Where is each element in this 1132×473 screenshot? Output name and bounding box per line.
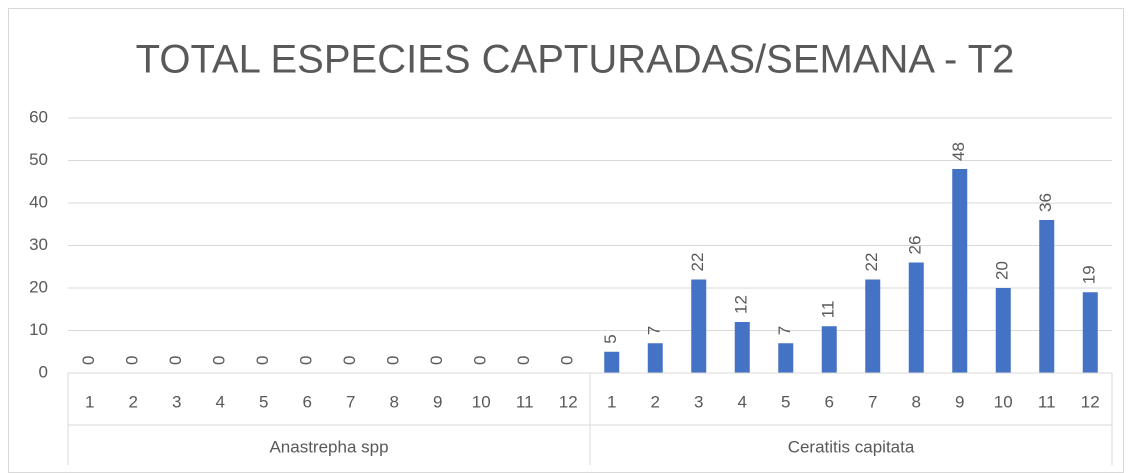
x-tick-label: 9 [955, 392, 964, 411]
bar [647, 343, 663, 373]
x-tick-label: 10 [994, 392, 1013, 411]
bar [604, 351, 620, 373]
bar [1082, 292, 1098, 373]
data-label: 20 [993, 261, 1012, 280]
data-label: 0 [427, 356, 446, 365]
x-tick-label: 2 [651, 392, 660, 411]
x-tick-label: 3 [694, 392, 703, 411]
x-tick-label: 4 [216, 392, 225, 411]
chart-frame [8, 8, 1124, 473]
bar [1039, 220, 1055, 373]
y-tick-label: 50 [29, 150, 48, 169]
x-tick-label: 10 [472, 392, 491, 411]
data-label: 0 [210, 356, 229, 365]
y-tick-label: 30 [29, 235, 48, 254]
data-label: 5 [601, 334, 620, 343]
data-label: 0 [79, 356, 98, 365]
bar [778, 343, 794, 373]
data-label: 12 [732, 295, 751, 314]
data-label: 0 [340, 356, 359, 365]
data-label: 11 [819, 301, 838, 319]
bar [865, 279, 881, 373]
x-tick-label: 7 [346, 392, 355, 411]
bar [995, 288, 1011, 373]
x-tick-label: 11 [516, 392, 534, 411]
bar [691, 279, 707, 373]
data-label: 0 [558, 356, 577, 365]
bar [908, 262, 924, 373]
y-tick-label: 10 [29, 320, 48, 339]
x-tick-label: 6 [825, 392, 834, 411]
data-label: 0 [514, 356, 533, 365]
x-tick-label: 12 [559, 392, 578, 411]
x-tick-label: 8 [390, 392, 399, 411]
data-label: 0 [297, 356, 316, 365]
y-tick-label: 40 [29, 192, 48, 211]
data-label: 0 [123, 356, 142, 365]
group-label: Ceratitis capitata [788, 437, 915, 456]
data-label: 19 [1080, 265, 1099, 284]
data-label: 22 [862, 253, 881, 272]
bar [952, 169, 968, 373]
x-tick-label: 8 [912, 392, 921, 411]
x-tick-label: 4 [738, 392, 747, 411]
x-tick-label: 3 [172, 392, 181, 411]
group-label: Anastrepha spp [269, 437, 388, 456]
data-label: 0 [471, 356, 490, 365]
bar [821, 326, 837, 373]
x-tick-label: 7 [868, 392, 877, 411]
y-tick-label: 60 [29, 107, 48, 126]
data-label: 36 [1036, 193, 1055, 212]
x-tick-label: 1 [607, 392, 616, 411]
x-tick-label: 5 [781, 392, 790, 411]
chart-title: TOTAL ESPECIES CAPTURADAS/SEMANA - T2 [136, 38, 1015, 82]
x-tick-label: 6 [303, 392, 312, 411]
bar [734, 322, 750, 373]
data-label: 48 [949, 142, 968, 161]
data-label: 0 [384, 356, 403, 365]
data-label: 26 [906, 236, 925, 255]
x-tick-label: 12 [1081, 392, 1100, 411]
x-tick-label: 2 [129, 392, 138, 411]
data-label: 22 [688, 253, 707, 272]
y-tick-label: 0 [39, 362, 48, 381]
x-tick-label: 1 [85, 392, 94, 411]
x-tick-label: 9 [433, 392, 442, 411]
data-label: 7 [775, 326, 794, 335]
data-label: 0 [166, 356, 185, 365]
x-tick-label: 5 [259, 392, 268, 411]
data-label: 0 [253, 356, 272, 365]
x-tick-label: 11 [1038, 392, 1056, 411]
y-tick-label: 20 [29, 277, 48, 296]
data-label: 7 [645, 326, 664, 335]
